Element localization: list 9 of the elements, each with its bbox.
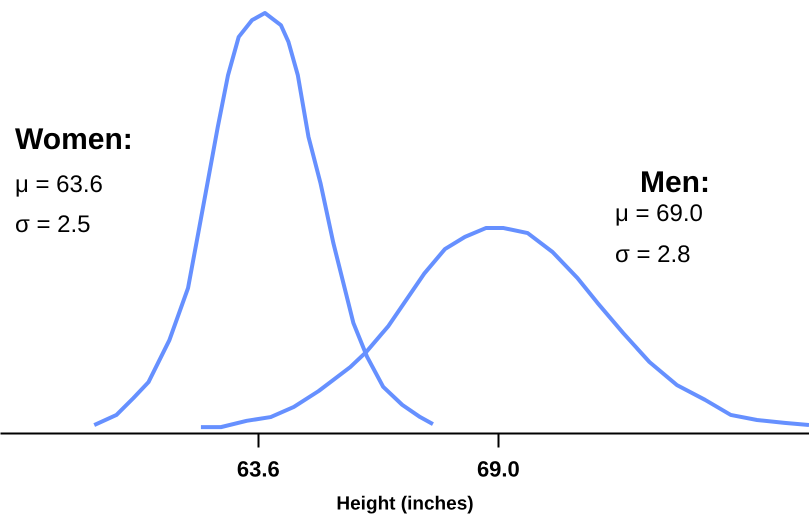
annotation: σ = 2.8 xyxy=(615,241,691,268)
annotation: Women: xyxy=(15,123,133,156)
x-tick-label: 69.0 xyxy=(476,456,520,482)
x-axis-title: Height (inches) xyxy=(336,494,474,514)
x-tick-label: 63.6 xyxy=(236,456,280,482)
annotation: μ = 69.0 xyxy=(615,200,703,227)
annotation: σ = 2.5 xyxy=(15,211,91,238)
annotation: Men: xyxy=(640,166,710,199)
annotation: μ = 63.6 xyxy=(15,171,103,198)
